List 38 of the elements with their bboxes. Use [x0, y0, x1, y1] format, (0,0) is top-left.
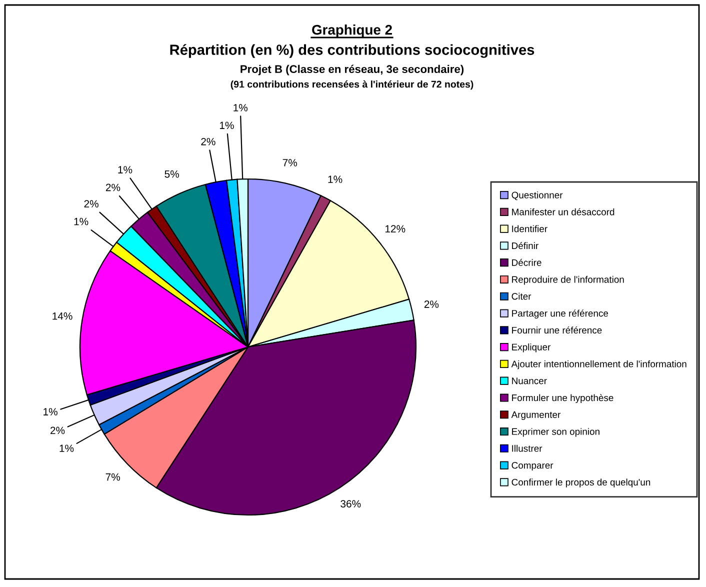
legend-label: Nuancer — [512, 378, 547, 384]
data-label: 1% — [74, 218, 88, 226]
legend-label: Confirmer le propos de quelqu'un — [512, 478, 650, 488]
data-label: 14% — [52, 312, 72, 320]
chart-title: Graphique 2 — [312, 24, 392, 38]
data-label: 12% — [385, 225, 406, 232]
legend-label: Illustrer — [512, 444, 542, 452]
legend-label: Reproduire de l'information — [512, 276, 624, 285]
data-label: 5% — [164, 170, 179, 178]
data-label: 7% — [282, 159, 298, 166]
data-label: 36% — [340, 500, 361, 508]
legend-label: Exprimer son opinion — [512, 428, 600, 437]
legend-label: Argumenter — [511, 411, 560, 420]
legend-label: Identifier — [512, 225, 548, 232]
legend-label: Comparer — [512, 462, 554, 471]
legend-label: Décrire — [512, 258, 542, 266]
data-label: 1% — [220, 122, 234, 130]
data-label: 7% — [106, 473, 120, 481]
data-label: 2% — [424, 300, 439, 308]
legend-label: Questionner — [512, 191, 563, 200]
legend-label: Ajouter intentionnellement de l'information — [511, 360, 686, 370]
data-label: 2% — [84, 200, 98, 208]
data-label: 2% — [50, 426, 65, 434]
data-label: 1% — [328, 176, 342, 183]
legend-label: Fournir une référence — [512, 326, 602, 334]
legend-label: Partager une référence — [512, 310, 608, 319]
chart-subtitle: Répartition (en %) des contributions sociocognitives Projet B (Classe en réseau, 3e secondaire) (91 contributions recensées à l'intérieur de 72 notes) — [170, 44, 534, 90]
data-label: 2% — [201, 138, 216, 146]
data-label: 1% — [44, 408, 58, 416]
data-label: 1% — [234, 104, 248, 112]
data-label: 2% — [106, 184, 120, 192]
legend-label: Formuler une hypothèse — [512, 394, 614, 404]
legend-label: Expliquer — [512, 343, 551, 352]
data-label: 1% — [60, 444, 74, 452]
legend-label: Citer — [512, 292, 532, 300]
data-label: 1% — [118, 166, 132, 174]
legend-label: Définir — [512, 242, 538, 250]
legend-label: Manifester un désaccord — [512, 208, 614, 216]
